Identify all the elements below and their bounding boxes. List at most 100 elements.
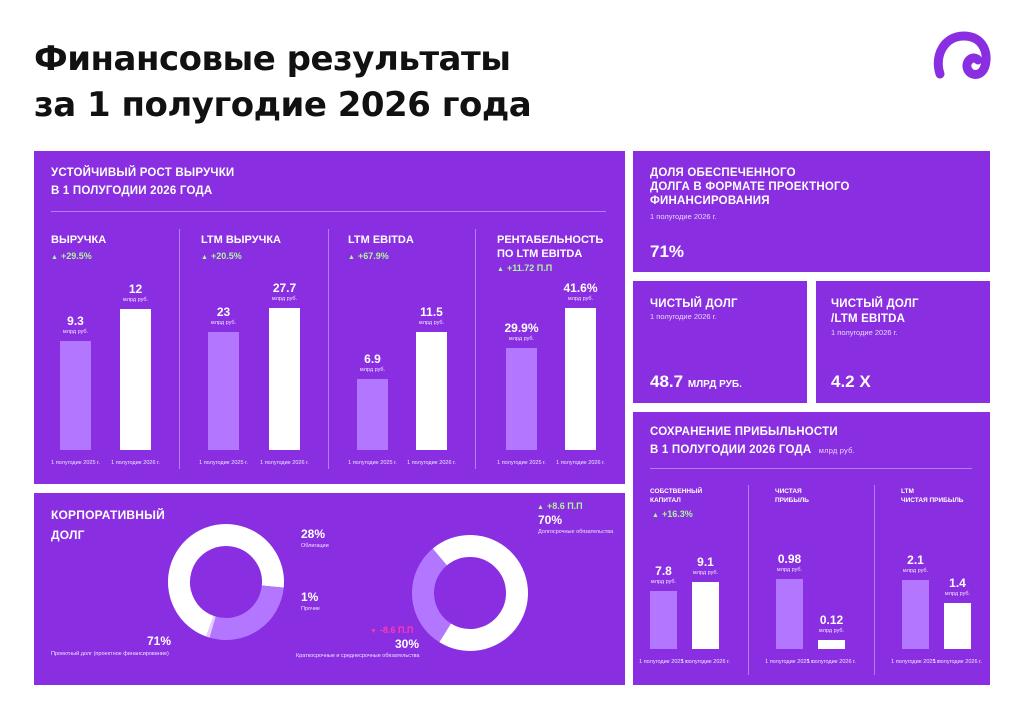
net-profit-value-2026: 0.12 — [819, 613, 844, 628]
revenue-value-2026: 12 — [128, 282, 143, 297]
revenue-divider — [51, 211, 606, 212]
ratio-heading-line1: Чистый долг — [831, 298, 919, 310]
page-title-line1: Финансовые результаты — [34, 39, 511, 79]
equity-title-line2: капитал — [650, 497, 681, 504]
debt-maturity-donut — [412, 535, 528, 651]
net-profit-unit-2025: млрд руб. — [776, 567, 803, 574]
ebitda-margin-unit-2025: млрд руб. — [508, 335, 535, 342]
ltm-ebitda-unit-2026: млрд руб. — [418, 320, 445, 327]
ltm-net-profit-xlabel-2026: 1 полугодие 2026 г. — [933, 659, 982, 665]
ltm-net-profit-xlabel-2025: 1 полугодие 2025 г. — [891, 659, 940, 665]
ltm-revenue-bar-2026 — [269, 308, 300, 450]
profit-heading-line1: Сохранение прибыльности — [650, 426, 838, 438]
up-triangle-icon: ▲ — [537, 504, 544, 511]
ltm-net-profit-bar-2026 — [944, 602, 971, 649]
donut-slice-short-term — [412, 548, 452, 643]
ltm-net-profit-chart-title: LTM чистая прибыль — [901, 487, 963, 505]
ltm-net-profit-value-2025: 2.1 — [907, 552, 924, 567]
corporate-debt-panel: Корпоративный долг 71% Проектный долг (п… — [34, 493, 625, 685]
equity-delta-value: +16.3% — [661, 509, 693, 519]
equity-xlabel-2026: 1 полугодие 2026 г. — [681, 659, 730, 665]
ltm-revenue-chart-title: LTM выручка — [201, 234, 281, 246]
debt-structure-donut — [168, 524, 284, 640]
equity-title-line1: Собственный — [650, 488, 703, 495]
ratio-value: 4.2 X — [831, 372, 871, 391]
revenue-xlabel-2025: 1 полугодие 2025 г. — [51, 460, 100, 466]
net-debt-unit: МЛРД РУБ. — [687, 379, 742, 390]
page-title: Финансовые результаты за 1 полугодие 202… — [34, 36, 532, 128]
share-heading-line2: долга в формате проектного — [650, 181, 850, 193]
ebitda-margin-delta-value: +11.72 П.П — [506, 263, 553, 273]
ltm-ebitda-xlabel-2026: 1 полугодие 2026 г. — [407, 460, 456, 466]
ltm-revenue-value-2025: 23 — [216, 305, 231, 320]
equity-xlabel-2025: 1 полугодие 2025 г. — [639, 659, 688, 665]
net-profit-chart-title: Чистая прибыль — [775, 487, 809, 505]
net-debt-period: 1 полугодие 2026 г. — [650, 312, 717, 321]
net-debt-value: 48.7 МЛРД РУБ. — [650, 372, 742, 392]
ebitda-margin-delta: ▲ +11.72 П.П — [497, 263, 552, 273]
short-term-delta: ▼ -8.6 П.П — [370, 625, 413, 635]
project-debt-pct: 71% — [147, 634, 172, 648]
debt-heading-line2: долг — [51, 528, 85, 542]
ltm-revenue-delta: ▲ +20.5% — [201, 251, 242, 261]
net-debt-number: 48.7 — [650, 372, 684, 391]
up-triangle-icon: ▲ — [652, 512, 659, 519]
other-pct: 1% — [301, 590, 319, 604]
ebitda-margin-value-2025: 29.9% — [504, 320, 539, 335]
down-triangle-icon: ▼ — [370, 628, 377, 635]
net-profit-title-line1: Чистая — [775, 488, 802, 495]
up-triangle-icon: ▲ — [201, 254, 208, 261]
revenue-heading: Устойчивый рост выручки в 1 полугодии 20… — [51, 166, 234, 199]
revenue-bar-2025 — [60, 341, 91, 450]
ebitda-margin-value-2026: 41.6% — [563, 280, 598, 295]
equity-value-2025: 7.8 — [655, 564, 672, 579]
net-debt-ebitda-panel: Чистый долг /LTM EBITDA 1 полугодие 2026… — [816, 281, 990, 403]
ebitda-margin-title-line1: Рентабельность — [497, 234, 604, 246]
donut-slice-long-term — [432, 535, 528, 651]
net-debt-panel: Чистый долг 1 полугодие 2026 г. 48.7 МЛР… — [633, 281, 807, 403]
bonds-label: Облигации — [301, 543, 329, 549]
short-term-delta-value: -8.6 П.П — [379, 625, 414, 635]
ltm-ebitda-delta-value: +67.9% — [357, 251, 389, 261]
revenue-chart-title: Выручка — [51, 234, 107, 246]
debt-heading: Корпоративный долг — [51, 507, 165, 543]
equity-unit-2025: млрд руб. — [650, 579, 677, 586]
long-term-label: Долгосрочные обязательства — [538, 529, 614, 535]
net-profit-xlabel-2026: 1 полугодие 2026 г. — [807, 659, 856, 665]
revenue-bar-2026 — [120, 309, 151, 450]
ratio-heading-line2: /LTM EBITDA — [831, 313, 906, 325]
ltm-revenue-unit-2025: млрд руб. — [210, 320, 237, 327]
equity-value-2026: 9.1 — [697, 554, 714, 569]
ebitda-margin-chart-title: Рентабельность по LTM EBITDA — [497, 233, 603, 261]
ltm-revenue-unit-2026: млрд руб. — [271, 296, 298, 303]
share-heading-line1: Доля обеспеченного — [650, 167, 796, 179]
ltm-ebitda-xlabel-2025: 1 полугодие 2025 г. — [348, 460, 397, 466]
profit-heading: Сохранение прибыльности в 1 полугодии 20… — [650, 425, 855, 458]
long-term-delta: ▲ +8.6 П.П — [537, 501, 583, 511]
equity-bar-2025 — [650, 591, 677, 649]
ltm-ebitda-value-2026: 11.5 — [420, 305, 443, 320]
secured-debt-share-panel: Доля обеспеченного долга в формате проек… — [633, 151, 990, 272]
share-period: 1 полугодие 2026 г. — [650, 212, 717, 221]
page-title-line2: за 1 полугодие 2026 года — [34, 85, 532, 125]
net-profit-xlabel-2025: 1 полугодие 2025 г. — [765, 659, 814, 665]
up-triangle-icon: ▲ — [497, 266, 504, 273]
ltm-revenue-xlabel-2026: 1 полугодие 2026 г. — [260, 460, 309, 466]
net-profit-unit-2026: млрд руб. — [818, 628, 845, 635]
ratio-period: 1 полугодие 2026 г. — [831, 328, 898, 337]
revenue-unit-2026: млрд руб. — [122, 297, 149, 304]
ebitda-margin-xlabel-2025: 1 полугодие 2025 г. — [497, 460, 546, 466]
revenue-separator — [328, 229, 329, 469]
ltm-ebitda-unit-2025: млрд руб. — [359, 367, 386, 374]
ltm-net-profit-title-line1: LTM — [901, 488, 914, 495]
net-profit-bar-2025 — [776, 579, 803, 649]
profit-heading-line2: в 1 полугодии 2026 года — [650, 444, 812, 456]
ebitda-margin-xlabel-2026: 1 полугодие 2026 г. — [556, 460, 605, 466]
up-triangle-icon: ▲ — [348, 254, 355, 261]
net-profit-title-line2: прибыль — [775, 497, 809, 504]
brand-swirl-icon — [933, 31, 991, 79]
ltm-ebitda-value-2025: 6.9 — [364, 352, 381, 367]
other-label: Прочие — [301, 606, 320, 612]
net-profit-value-2025: 0.98 — [777, 552, 802, 567]
revenue-separator — [179, 229, 180, 469]
